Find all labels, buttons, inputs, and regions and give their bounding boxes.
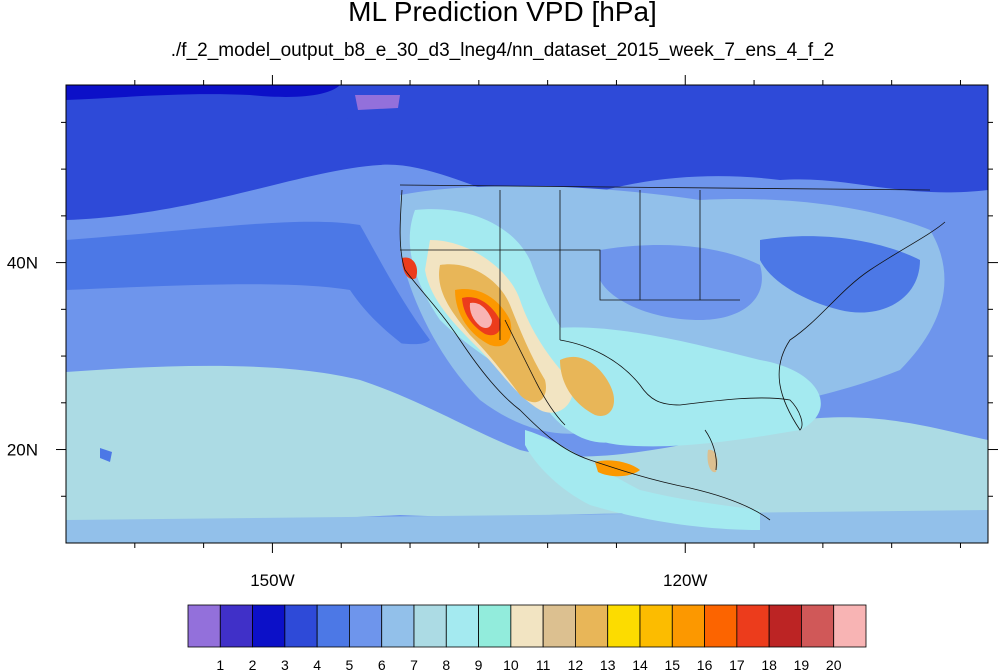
colorbar-label: 11 [536,657,551,672]
colorbar-label: 7 [410,657,418,672]
vpd-north-dark [66,85,988,150]
colorbar-swatch [187,604,221,648]
x-tick-label: 150W [250,571,294,590]
vpd-hawaii [100,448,112,462]
colorbar-swatch [478,604,512,648]
colorbar-label: 1 [216,657,224,672]
colorbar: 1 2 3 4 5 6 7 8 9 10 11 12 13 14 15 16 17 18 19 20 [187,604,867,672]
colorbar-swatch [833,604,867,648]
colorbar-swatch [607,604,641,648]
colorbar-swatch [736,604,770,648]
colorbar-label: 14 [632,657,648,672]
colorbar-label: 3 [281,657,289,672]
colorbar-swatch [219,604,253,648]
colorbar-swatch [801,604,835,648]
colorbar-swatch [252,604,286,648]
colorbar-swatch [768,604,802,648]
colorbar-swatch [575,604,609,648]
colorbar-swatch [542,604,576,648]
colorbar-label: 20 [826,657,842,672]
map-axes: 150W120W90W40N20N [7,75,998,590]
vpd-northeast [760,236,920,313]
vpd-central-america [525,430,760,530]
colorbar-label: 13 [600,657,616,672]
colorbar-label: 5 [346,657,354,672]
plot-title: ML Prediction VPD [hPa] [348,0,657,27]
map-frame [65,84,989,544]
colorbar-label: 4 [313,657,321,672]
plot-subtitle: ./f_2_model_output_b8_e_30_d3_lneg4/nn_d… [170,40,835,61]
colorbar-label: 18 [761,657,777,672]
colorbar-swatch [510,604,544,648]
vpd-great-lakes [600,245,762,320]
colorbar-swatch [316,604,350,648]
vpd-texas-13 [560,356,615,416]
colorbar-label: 12 [568,657,584,672]
colorbar-label: 19 [794,657,810,672]
y-tick-label: 40N [7,254,38,273]
vpd-field [66,85,988,543]
colorbar-label: 16 [697,657,713,672]
coastlines [399,184,946,521]
colorbar-label: 17 [729,657,745,672]
vpd-mid-band-2 [66,284,440,375]
colorbar-swatch [639,604,673,648]
vpd-cuba [707,449,718,473]
vpd-gulf-alaska [66,85,340,100]
colorbar-label: 15 [664,657,680,672]
colorbar-swatch [381,604,415,648]
x-tick-label: 120W [663,571,707,590]
colorbar-label: 9 [475,657,483,672]
colorbar-swatch [704,604,738,648]
y-tick-label: 20N [7,441,38,460]
vpd-purple-patch [355,95,400,110]
colorbar-swatch [349,604,383,648]
vpd-core-20 [469,302,492,328]
vpd-cal-18 [402,257,418,280]
colorbar-label: 2 [249,657,257,672]
colorbar-swatch [284,604,318,648]
colorbar-label: 10 [503,657,519,672]
colorbar-swatch [413,604,447,648]
colorbar-label: 6 [378,657,386,672]
colorbar-swatch [671,604,705,648]
colorbar-swatch [445,604,479,648]
vpd-subtropics [66,365,988,523]
colorbar-label: 8 [442,657,450,672]
